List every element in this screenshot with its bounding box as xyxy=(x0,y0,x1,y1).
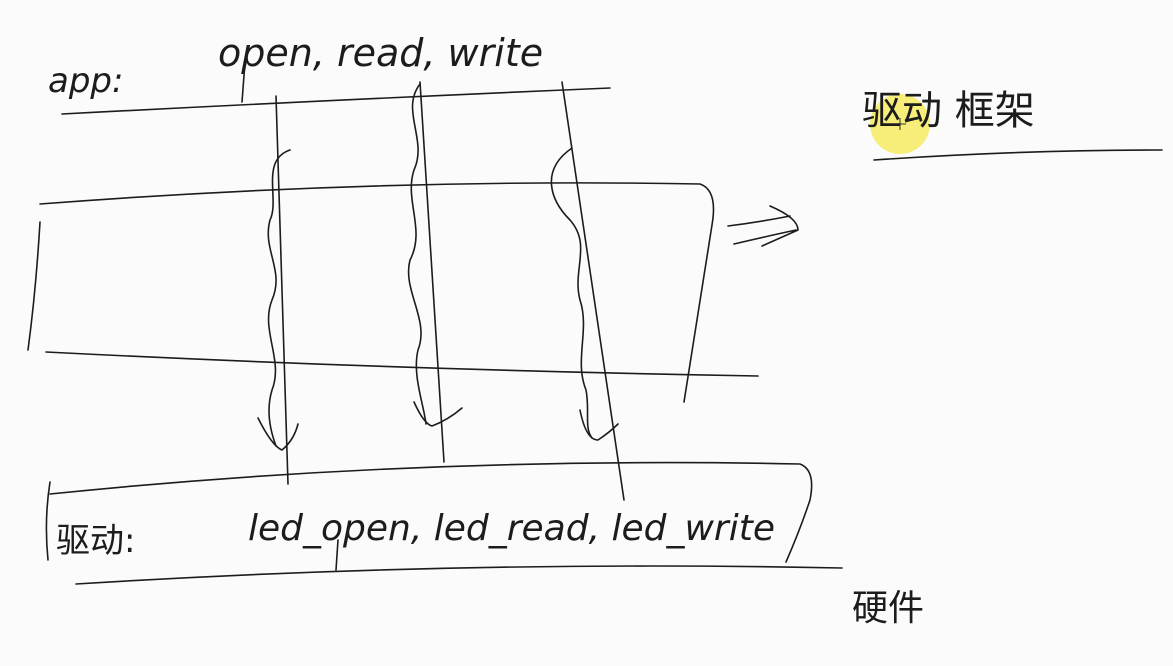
app-label: app: xyxy=(48,61,123,101)
arrowhead-write-icon xyxy=(579,409,619,441)
framework-box-bottom xyxy=(45,351,759,377)
driver-calls: led_open, led_read, led_write xyxy=(248,508,775,549)
call-line-read xyxy=(419,81,445,463)
wavy-path-open xyxy=(267,149,291,447)
call-line-open xyxy=(275,95,289,485)
driver-tick xyxy=(335,539,339,571)
wavy-path-write xyxy=(550,147,593,439)
app-calls: open, read, write xyxy=(218,31,543,75)
double-arrow-icon xyxy=(727,205,799,247)
crosshair-cursor-icon xyxy=(894,118,906,130)
framework-box-left xyxy=(27,221,41,351)
driver-box-bottom xyxy=(75,565,843,585)
call-line-write xyxy=(561,81,625,501)
app-tick xyxy=(241,61,246,103)
framework-label: 驱动 框架 xyxy=(862,88,1035,134)
hardware-label: 硬件 xyxy=(852,588,924,629)
driver-box-left xyxy=(45,481,51,561)
arrowhead-open-icon xyxy=(257,417,299,451)
app-baseline xyxy=(61,87,611,115)
framework-underline xyxy=(873,149,1163,161)
framework-box-top-right xyxy=(39,182,715,403)
driver-box-top-right xyxy=(49,461,813,563)
arrowhead-read-icon xyxy=(413,401,463,427)
driver-label: 驱动: xyxy=(56,521,135,561)
wavy-path-read xyxy=(407,83,427,425)
